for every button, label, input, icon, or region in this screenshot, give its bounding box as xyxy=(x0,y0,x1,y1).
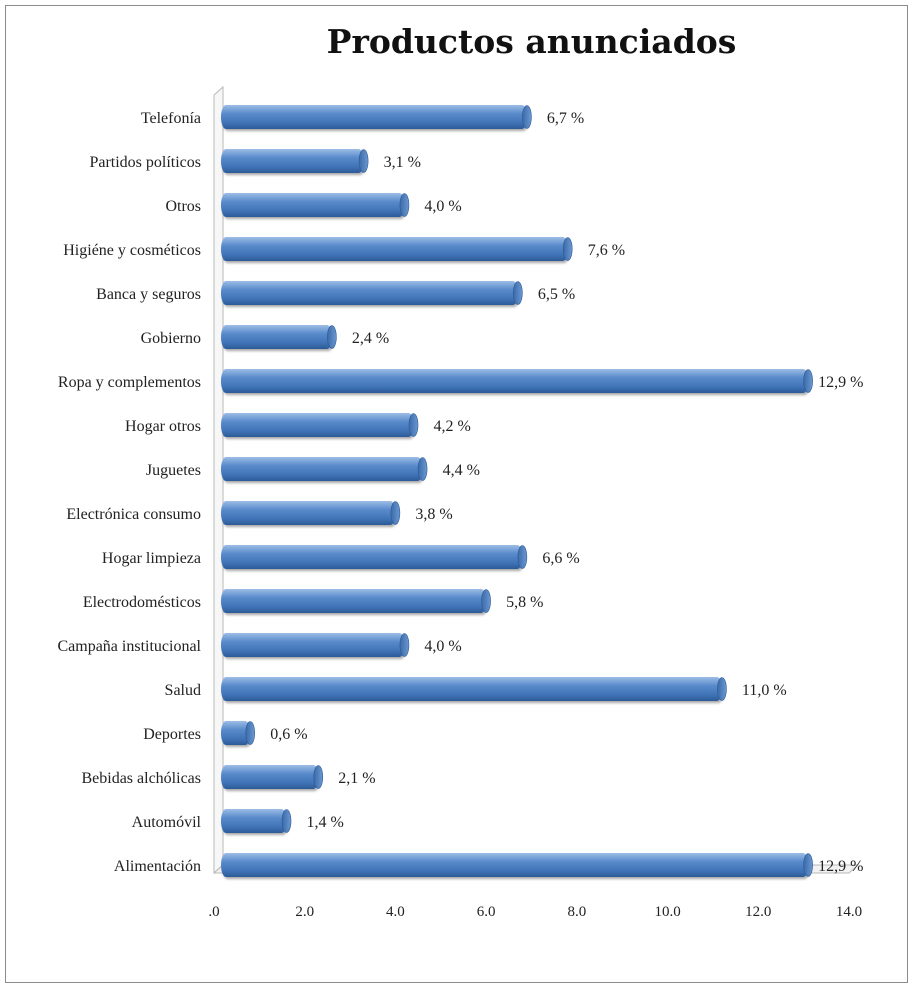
chart-title: Productos anunciados xyxy=(326,22,737,61)
bar-value-label: 3,1 % xyxy=(384,154,421,171)
bar[interactable] xyxy=(221,105,527,129)
bar-value-label: 6,5 % xyxy=(538,286,575,303)
bar[interactable] xyxy=(221,677,722,701)
category-label: Partidos políticos xyxy=(89,154,201,171)
category-label: Hogar otros xyxy=(125,418,201,435)
bar-end-cap xyxy=(408,413,419,437)
bar-end-cap xyxy=(803,369,813,393)
bar-end-cap xyxy=(327,325,337,349)
bar-value-label: 4,0 % xyxy=(424,198,461,215)
bar-end-cap xyxy=(522,105,532,129)
bar-value-label: 11,0 % xyxy=(742,682,787,699)
x-tick-label: 4.0 xyxy=(386,904,405,920)
bar-end-cap xyxy=(513,281,523,305)
bar-end-cap xyxy=(313,765,324,789)
x-tick-label: 14.0 xyxy=(836,904,862,920)
bar[interactable] xyxy=(221,765,319,789)
bar[interactable] xyxy=(221,281,518,305)
bar-end-cap xyxy=(517,545,528,569)
bar-value-label: 2,1 % xyxy=(338,770,375,787)
bar[interactable] xyxy=(221,237,568,261)
x-tick-label: 12.0 xyxy=(745,904,771,920)
category-label: Otros xyxy=(165,198,201,215)
category-label: Banca y seguros xyxy=(96,286,201,303)
chart-frame: Productos anunciados xyxy=(5,5,908,983)
bar-end-cap xyxy=(399,193,410,217)
category-label: Campaña institucional xyxy=(57,638,201,655)
bar-end-cap xyxy=(281,809,292,833)
bar-end-cap xyxy=(245,721,256,745)
bar-value-label: 6,7 % xyxy=(547,110,584,127)
bar-value-label: 7,6 % xyxy=(588,242,625,259)
bar[interactable] xyxy=(221,589,487,613)
category-label: Salud xyxy=(165,682,201,699)
category-label: Juguetes xyxy=(146,462,201,479)
bar-end-cap xyxy=(390,501,401,525)
bar[interactable] xyxy=(221,545,523,569)
bar[interactable] xyxy=(221,721,251,745)
category-label: Higiéne y cosméticos xyxy=(63,242,201,259)
bar[interactable] xyxy=(221,193,405,217)
category-label: Electrodomésticos xyxy=(83,594,201,611)
category-label: Electrónica consumo xyxy=(66,506,201,523)
bar[interactable] xyxy=(221,413,414,437)
bar-value-label: 4,2 % xyxy=(434,418,471,435)
bar-end-cap xyxy=(717,677,727,701)
bar-value-label: 2,4 % xyxy=(352,330,389,347)
x-tick-label: 10.0 xyxy=(654,904,680,920)
bar-value-label: 5,8 % xyxy=(506,594,543,611)
bar-value-label: 6,6 % xyxy=(542,550,579,567)
x-tick-label: .0 xyxy=(208,904,219,920)
bar[interactable] xyxy=(221,149,364,173)
bar[interactable] xyxy=(221,457,423,481)
bar-value-label: 12,9 % xyxy=(818,858,863,875)
bar-value-label: 4,4 % xyxy=(443,462,480,479)
category-label: Telefonía xyxy=(141,110,201,127)
bar-value-label: 12,9 % xyxy=(818,374,863,391)
bar-value-label: 1,4 % xyxy=(307,814,344,831)
bar-end-cap xyxy=(803,853,813,877)
x-tick-label: 8.0 xyxy=(567,904,586,920)
bar[interactable] xyxy=(221,369,809,393)
category-label: Bebidas alchólicas xyxy=(81,770,201,787)
bar-end-cap xyxy=(399,633,410,657)
bar-end-cap xyxy=(562,237,573,261)
x-tick-label: 2.0 xyxy=(295,904,314,920)
category-label: Ropa y complementos xyxy=(58,374,201,391)
bar-end-cap xyxy=(358,149,369,173)
x-tick-label: 6.0 xyxy=(477,904,496,920)
bar[interactable] xyxy=(221,809,287,833)
bar[interactable] xyxy=(221,633,405,657)
category-label: Automóvil xyxy=(132,814,202,831)
bar[interactable] xyxy=(221,853,809,877)
category-label: Alimentación xyxy=(114,858,201,875)
bar-value-label: 4,0 % xyxy=(424,638,461,655)
category-label: Deportes xyxy=(143,726,201,743)
bar-value-label: 0,6 % xyxy=(270,726,307,743)
bar-end-cap xyxy=(481,589,491,613)
bar[interactable] xyxy=(221,501,396,525)
category-label: Hogar limpieza xyxy=(102,550,201,567)
bar-end-cap xyxy=(417,457,428,481)
bar-value-label: 3,8 % xyxy=(415,506,452,523)
category-label: Gobierno xyxy=(141,330,201,347)
bar[interactable] xyxy=(221,325,332,349)
